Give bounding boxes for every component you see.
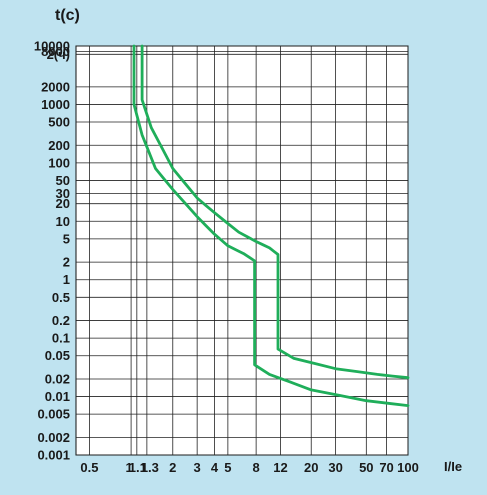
y-tick-label: 10	[56, 214, 70, 229]
y-tick-label: 20	[56, 196, 70, 211]
x-tick-label: 70	[379, 460, 393, 475]
trip-curve-1	[132, 44, 410, 407]
x-tick-label: 1	[125, 460, 132, 475]
y-tick-label: 0.001	[37, 448, 70, 463]
x-tick-label: 30	[328, 460, 342, 475]
x-tick-label: 2	[169, 460, 176, 475]
x-tick-label: 0.5	[80, 460, 98, 475]
y-tick-label: 0.01	[45, 389, 70, 404]
y-tick-label: 1	[63, 272, 70, 287]
y-tick-label: 100	[48, 155, 70, 170]
y-tick-label: 0.005	[37, 407, 70, 422]
y-tick-label: 2(ч)	[47, 47, 70, 62]
y-tick-label: 0.02	[45, 371, 70, 386]
y-tick-label: 0.002	[37, 430, 70, 445]
y-tick-label: 200	[48, 138, 70, 153]
trip-curve-2	[140, 44, 410, 380]
y-axis-label: t(c)	[55, 7, 80, 24]
x-tick-labels: 0.5 11.11.3 2 3 4 5 8 12 20 30 50 70 100	[80, 460, 418, 475]
x-tick-label: 12	[273, 460, 287, 475]
y-tick-label: 8000	[41, 44, 70, 59]
x-tick-label: 8	[253, 460, 260, 475]
y-tick-label: 50	[56, 173, 70, 188]
y-tick-label: 0.2	[52, 313, 70, 328]
y-tick-label: 500	[48, 115, 70, 130]
y-tick-label: 0.1	[52, 331, 70, 346]
y-tick-label: 0.5	[52, 290, 70, 305]
y-tick-label: 30	[56, 186, 70, 201]
y-tick-label: 1000	[41, 97, 70, 112]
x-tick-label: 4	[211, 460, 219, 475]
curves	[132, 44, 410, 407]
x-axis-label: I/Ie	[444, 459, 462, 474]
y-tick-label: 0.05	[45, 348, 70, 363]
x-tick-label: 1.1	[129, 460, 147, 475]
grid	[76, 45, 409, 456]
x-tick-label: 5	[224, 460, 231, 475]
y-tick-label: 10000	[34, 39, 70, 54]
y-tick-label: 2	[63, 255, 70, 270]
x-tick-label: 100	[397, 460, 419, 475]
x-tick-label: 20	[304, 460, 318, 475]
x-tick-label: 50	[359, 460, 373, 475]
x-tick-label: 3	[194, 460, 201, 475]
plot-background	[75, 45, 409, 456]
x-tick-label: 1.3	[141, 460, 159, 475]
y-tick-label: 5	[63, 231, 70, 246]
y-tick-label: 2000	[41, 79, 70, 94]
